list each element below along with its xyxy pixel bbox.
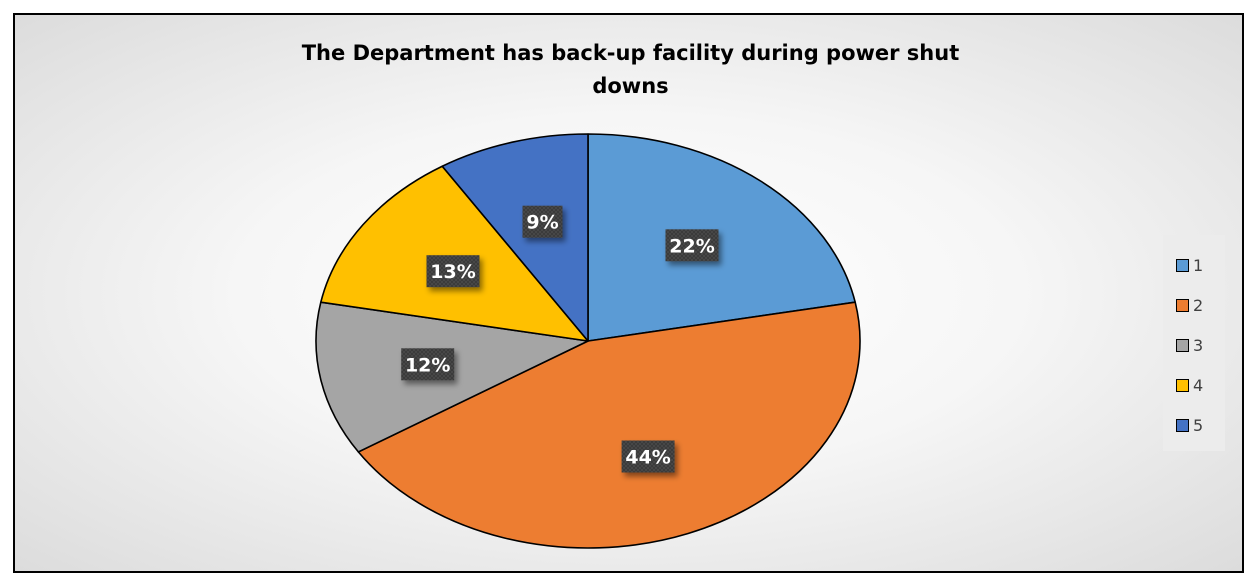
chart-area: The Department has back-up facility duri… (13, 13, 1244, 573)
legend-swatch (1176, 338, 1189, 352)
chart-title-line-1: The Department has back-up facility duri… (301, 41, 960, 65)
legend: 1 2 3 4 5 (1163, 235, 1225, 451)
pie-slice-5 (441, 133, 589, 342)
legend-label: 4 (1193, 375, 1204, 395)
legend-item-3: 3 (1163, 325, 1225, 365)
data-label-2: 44% (621, 440, 675, 473)
data-label-1: 22% (665, 229, 719, 262)
data-label-text: 13% (430, 261, 475, 283)
data-label-text: 12% (405, 354, 450, 376)
chart-title-line-2: downs (592, 74, 669, 98)
pie-slice-2 (357, 301, 861, 549)
legend-swatch (1176, 378, 1189, 392)
legend-swatch (1176, 258, 1189, 272)
legend-swatch (1176, 418, 1189, 432)
data-label-text: 9% (526, 212, 558, 234)
pie-slices (315, 133, 861, 549)
legend-label: 2 (1193, 295, 1204, 315)
legend-item-1: 1 (1163, 245, 1225, 285)
data-label-box (522, 205, 563, 238)
pie-slice-4 (320, 165, 589, 342)
chart-title: The Department has back-up facility duri… (15, 37, 1242, 103)
pie-data-labels: 22% 44% 12% 13% 9% (401, 205, 719, 473)
data-label-box (426, 255, 480, 288)
legend-label: 3 (1193, 335, 1204, 355)
data-label-box (665, 229, 719, 262)
legend-label: 1 (1193, 255, 1204, 275)
data-label-4: 13% (426, 255, 480, 288)
data-label-box (401, 348, 455, 381)
pie-chart: 22% 44% 12% 13% 9% (315, 133, 861, 549)
legend-item-5: 5 (1163, 405, 1225, 445)
data-label-3: 12% (401, 348, 455, 381)
legend-item-4: 4 (1163, 365, 1225, 405)
legend-item-2: 2 (1163, 285, 1225, 325)
legend-swatch (1176, 298, 1189, 312)
data-label-box (621, 440, 675, 473)
data-label-text: 22% (669, 235, 714, 257)
data-label-text: 44% (625, 447, 670, 469)
pie-slice-1 (587, 133, 856, 342)
legend-label: 5 (1193, 415, 1204, 435)
data-label-5: 9% (522, 205, 563, 238)
